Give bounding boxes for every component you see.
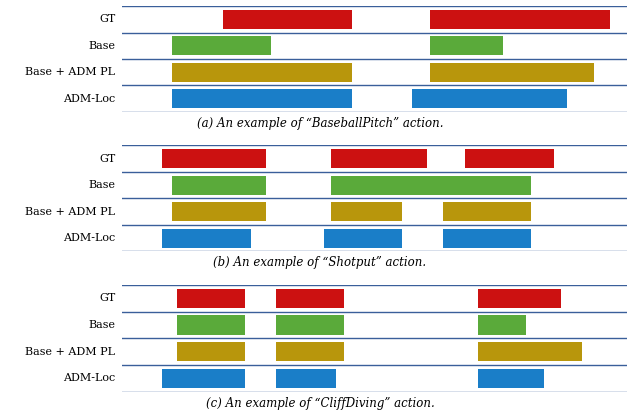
Text: ADM-Loc: ADM-Loc <box>63 233 115 243</box>
Bar <box>324 229 402 248</box>
Bar <box>172 89 351 108</box>
Bar <box>172 63 351 82</box>
Bar <box>430 63 595 82</box>
Bar <box>478 369 544 388</box>
Bar <box>172 36 271 55</box>
Text: Base: Base <box>88 320 115 330</box>
Bar <box>443 202 531 221</box>
Text: (a) An example of “BaseballPitch” action.: (a) An example of “BaseballPitch” action… <box>196 117 444 130</box>
Text: GT: GT <box>99 154 115 164</box>
Bar <box>332 202 402 221</box>
Bar <box>172 176 266 195</box>
Bar <box>276 369 337 388</box>
Bar <box>276 316 344 335</box>
Bar <box>162 149 266 168</box>
Bar <box>177 316 246 335</box>
Text: Base: Base <box>88 180 115 190</box>
Bar <box>465 149 554 168</box>
Text: (c) An example of “CliffDiving” action.: (c) An example of “CliffDiving” action. <box>205 397 435 410</box>
Bar <box>412 89 566 108</box>
Bar <box>332 149 428 168</box>
Text: Base + ADM PL: Base + ADM PL <box>25 67 115 77</box>
Bar <box>430 36 503 55</box>
Bar <box>478 289 561 308</box>
Bar <box>177 289 246 308</box>
Text: GT: GT <box>99 293 115 303</box>
Bar <box>162 369 246 388</box>
Bar <box>430 10 609 29</box>
Bar <box>276 289 344 308</box>
Bar <box>443 229 531 248</box>
Text: GT: GT <box>99 15 115 24</box>
Bar <box>478 316 526 335</box>
Text: ADM-Loc: ADM-Loc <box>63 373 115 383</box>
Bar <box>332 176 531 195</box>
Bar <box>478 342 582 361</box>
Text: Base + ADM PL: Base + ADM PL <box>25 207 115 217</box>
Bar <box>276 342 344 361</box>
Bar <box>177 342 246 361</box>
Text: Base + ADM PL: Base + ADM PL <box>25 347 115 357</box>
Bar <box>172 202 266 221</box>
Text: ADM-Loc: ADM-Loc <box>63 94 115 103</box>
Text: Base: Base <box>88 41 115 51</box>
Text: (b) An example of “Shotput” action.: (b) An example of “Shotput” action. <box>213 256 427 269</box>
Bar <box>223 10 351 29</box>
Bar <box>162 229 250 248</box>
